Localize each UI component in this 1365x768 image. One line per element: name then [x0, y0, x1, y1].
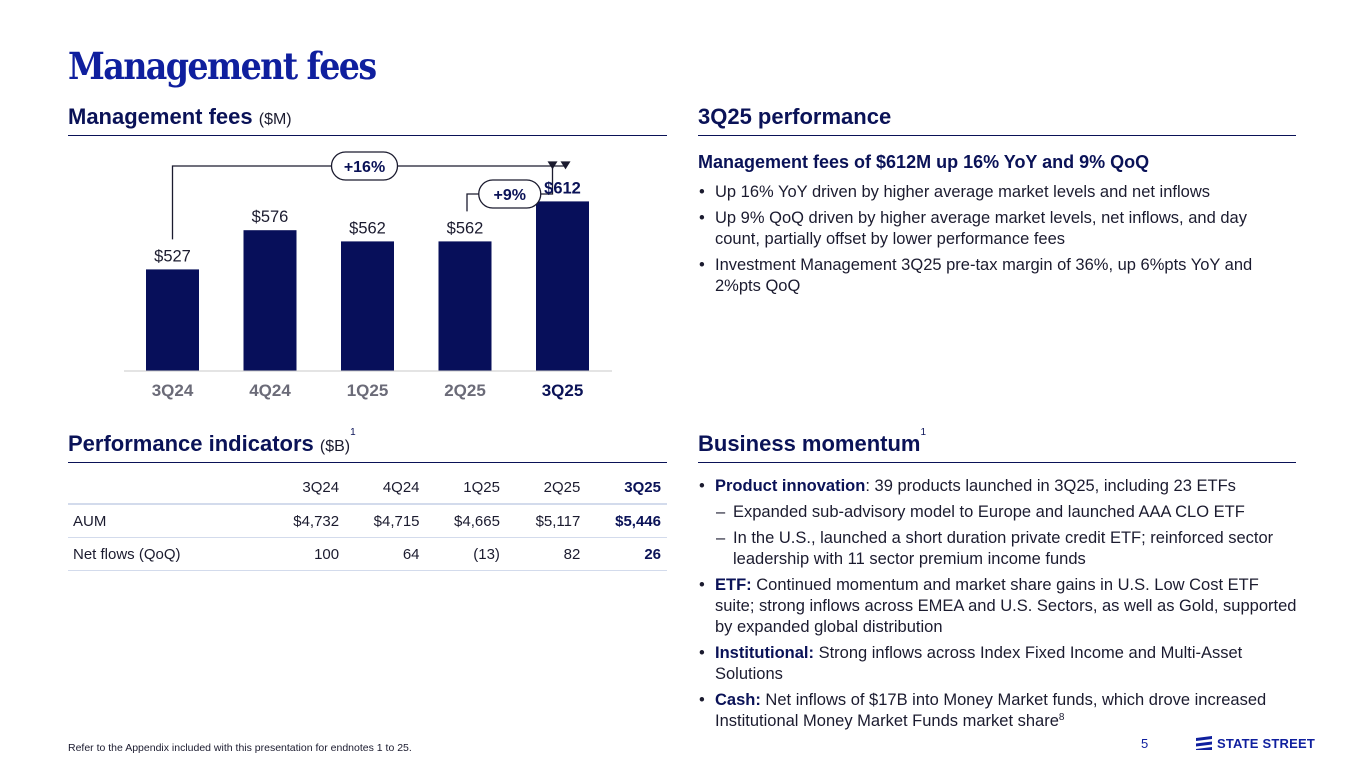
- growth-label-qoq: +9%: [494, 187, 526, 204]
- data-label: $576: [252, 208, 289, 226]
- management-fees-unit: ($M): [258, 111, 292, 128]
- data-label: $562: [447, 219, 484, 237]
- table-row: Net flows (QoQ) 100 64 (13) 82 26: [68, 538, 667, 571]
- bar-3Q25: [536, 201, 589, 371]
- row-label: AUM: [73, 512, 107, 530]
- bar-3Q24: [146, 269, 199, 371]
- table-cell: $4,665: [454, 512, 500, 530]
- table-cell: 64: [402, 545, 420, 563]
- arrow-down-icon: [560, 161, 571, 170]
- table-header-cell: 1Q25: [463, 478, 500, 496]
- data-label: $527: [154, 247, 191, 265]
- business-momentum-bullets: Product innovation: 39 products launched…: [698, 476, 1302, 737]
- growth-pill-yoy: [330, 151, 399, 181]
- list-item: Expanded sub-advisory model to Europe an…: [698, 502, 1302, 523]
- table-cell: (13): [473, 545, 500, 563]
- performance-bullets: Up 16% YoY driven by higher average mark…: [698, 182, 1296, 302]
- endnote-marker: 1: [350, 427, 356, 438]
- row-label: Net flows (QoQ): [73, 545, 181, 563]
- table-header-cell: 3Q25: [624, 478, 661, 496]
- bullet-text: Net inflows of $17B into Money Market fu…: [715, 691, 1267, 730]
- bar-2Q25: [438, 241, 492, 371]
- list-item: Product innovation: 39 products launched…: [698, 476, 1302, 497]
- bullet-label: Cash:: [715, 691, 761, 709]
- brand-logo: STATE STREET: [1195, 735, 1315, 751]
- arrow-down-icon: [547, 161, 558, 170]
- state-street-logo-icon: [1196, 736, 1212, 750]
- page-title: Management fees: [68, 44, 377, 88]
- growth-label-yoy: +16%: [344, 159, 385, 176]
- bullet-text: Continued momentum and market share gain…: [715, 576, 1297, 636]
- management-fees-heading: Management fees ($M): [68, 104, 292, 130]
- page-number: 5: [1141, 736, 1149, 751]
- list-item: Institutional: Strong inflows across Ind…: [698, 643, 1302, 685]
- table-header-cell: [68, 471, 259, 504]
- performance-indicators-table: 3Q24 4Q24 1Q25 2Q25 3Q25 AUM $4,732 $4,7…: [68, 471, 667, 571]
- list-item: ETF: Continued momentum and market share…: [698, 575, 1302, 638]
- list-item: Cash: Net inflows of $17B into Money Mar…: [698, 690, 1302, 732]
- management-fees-heading-text: Management fees: [68, 104, 253, 129]
- table-row: AUM $4,732 $4,715 $4,665 $5,117 $5,446: [68, 504, 667, 538]
- data-label: $612: [544, 179, 581, 197]
- table-cell: 82: [563, 545, 581, 563]
- list-item: In the U.S., launched a short duration p…: [698, 528, 1302, 570]
- bar-4Q24: [243, 230, 297, 371]
- bullet-label: Product innovation: [715, 477, 866, 495]
- endnote-marker: 1: [920, 427, 927, 438]
- business-momentum-heading-text: Business momentum: [698, 431, 921, 456]
- performance-subheading: Management fees of $612M up 16% YoY and …: [698, 152, 1150, 172]
- footnote: Refer to the Appendix included with this…: [68, 742, 412, 754]
- bullet-text: Strong inflows across Index Fixed Income…: [715, 644, 1243, 683]
- table-cell: $5,117: [535, 512, 581, 530]
- business-momentum-heading: Business momentum1: [698, 427, 926, 457]
- list-item: Up 16% YoY driven by higher average mark…: [698, 182, 1296, 203]
- table-header-cell: 2Q25: [543, 478, 581, 496]
- performance-indicators-heading-text: Performance indicators: [68, 431, 314, 456]
- table-cell: $4,732: [293, 512, 340, 530]
- divider: [698, 135, 1296, 136]
- table-header-row: 3Q24 4Q24 1Q25 2Q25 3Q25: [68, 471, 667, 504]
- endnote-marker: 8: [1058, 712, 1065, 723]
- divider: [68, 135, 667, 136]
- performance-indicators-heading: Performance indicators ($B)1: [68, 427, 356, 457]
- x-tick-label: 3Q24: [152, 381, 194, 400]
- table-header-cell: 4Q24: [382, 478, 420, 496]
- x-tick-label: 1Q25: [347, 381, 389, 400]
- growth-pill-qoq: [478, 179, 542, 209]
- table-cell: 26: [644, 545, 661, 563]
- bar-1Q25: [341, 241, 394, 371]
- table-cell: $5,446: [615, 512, 661, 530]
- management-fees-chart: +16% +9% 3Q24 4Q24 1Q25 2Q25 3Q25 $527 $576 $56…: [124, 151, 612, 400]
- table-cell: 100: [314, 545, 340, 563]
- table-cell: $4,715: [373, 512, 420, 530]
- divider: [68, 462, 667, 463]
- performance-heading: 3Q25 performance: [698, 104, 892, 129]
- list-item: Investment Management 3Q25 pre-tax margi…: [698, 255, 1296, 297]
- bullet-label: ETF:: [715, 576, 752, 594]
- x-tick-label: 2Q25: [444, 381, 486, 400]
- bullet-label: Institutional:: [715, 644, 814, 662]
- list-item: Up 9% QoQ driven by higher average marke…: [698, 208, 1296, 250]
- x-tick-label: 3Q25: [542, 381, 584, 400]
- brand-name: STATE STREET: [1217, 735, 1315, 751]
- table-header-cell: 3Q24: [302, 478, 340, 496]
- data-label: $562: [349, 219, 386, 237]
- x-tick-label: 4Q24: [249, 381, 291, 400]
- divider: [698, 462, 1296, 463]
- performance-indicators-unit: ($B): [319, 438, 351, 455]
- bullet-text: : 39 products launched in 3Q25, includin…: [865, 477, 1236, 495]
